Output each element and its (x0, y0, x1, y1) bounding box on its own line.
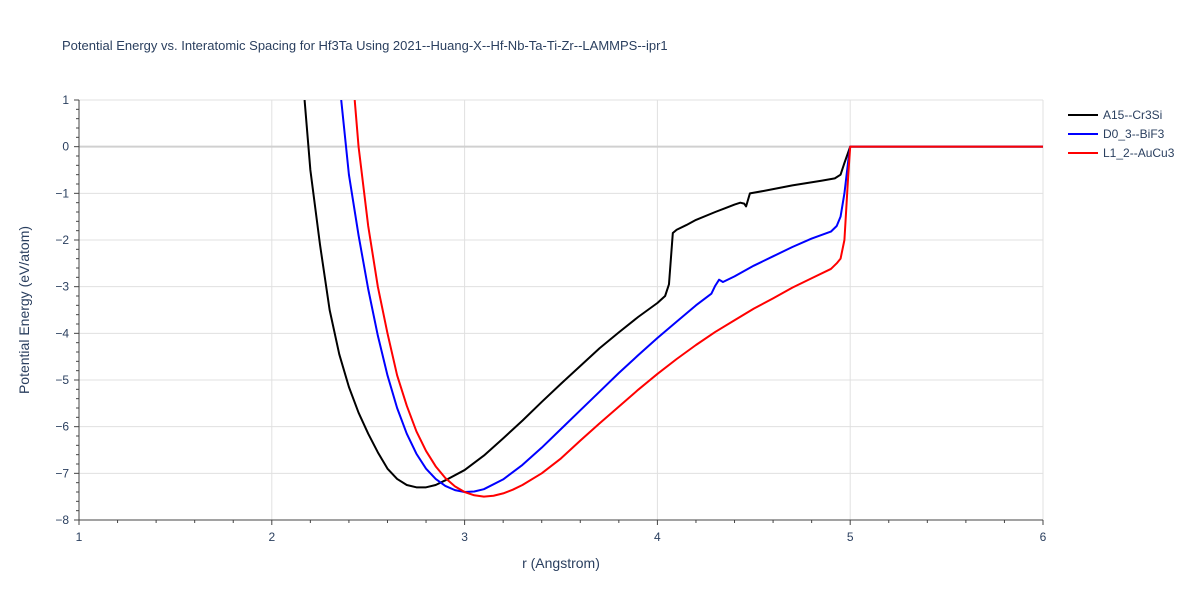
y-axis-title: Potential Energy (eV/atom) (16, 226, 32, 394)
legend-item[interactable]: L1_2--AuCu3 (1068, 146, 1175, 160)
y-tick-label: −8 (55, 513, 69, 527)
chart-title: Potential Energy vs. Interatomic Spacing… (62, 38, 668, 53)
x-tick-label: 6 (1040, 530, 1047, 544)
x-tick-label: 3 (461, 530, 468, 544)
grid-layer (79, 99, 1044, 520)
legend-label: A15--Cr3Si (1103, 108, 1162, 122)
legend-label: L1_2--AuCu3 (1103, 146, 1175, 160)
x-tick-label: 2 (268, 530, 275, 544)
y-tick-label: 0 (62, 140, 69, 154)
x-tick-label: 1 (76, 530, 83, 544)
y-tick-label: −2 (55, 233, 69, 247)
x-axis-title: r (Angstrom) (522, 555, 600, 571)
legend[interactable]: A15--Cr3Si D0_3--BiF3 L1_2--AuCu3 (1068, 108, 1175, 160)
y-tick-label: −7 (55, 466, 69, 480)
tick-label-layer: 1 2 3 4 5 6 1 0 −1 −2 −3 −4 −5 −6 −7 −8 (55, 93, 1046, 544)
y-tick-label: −5 (55, 373, 69, 387)
y-tick-label: 1 (62, 93, 69, 107)
y-tick-label: −1 (55, 186, 69, 200)
series-line-1 (303, 100, 1043, 489)
x-tick-label: 5 (847, 530, 854, 544)
x-tick-label: 4 (654, 530, 661, 544)
y-tick-label: −4 (55, 326, 69, 340)
y-tick-label: −6 (55, 420, 69, 434)
axis-layer (74, 99, 1044, 525)
series-layer (303, 100, 1043, 498)
series-line-2 (340, 100, 1043, 493)
legend-item[interactable]: D0_3--BiF3 (1068, 127, 1165, 141)
legend-label: D0_3--BiF3 (1103, 127, 1165, 141)
legend-item[interactable]: A15--Cr3Si (1068, 108, 1162, 122)
series-line-3 (353, 100, 1043, 498)
y-tick-label: −3 (55, 280, 69, 294)
